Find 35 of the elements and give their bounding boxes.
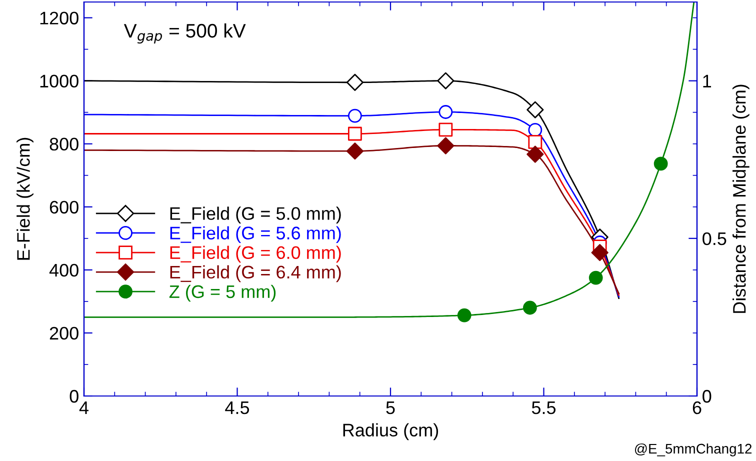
x-tick-label: 4: [79, 402, 88, 414]
point: [526, 146, 544, 163]
point: [346, 74, 364, 91]
y-tick-label: 1200: [40, 12, 78, 24]
legend-label: Z (G = 5 mm): [169, 284, 276, 302]
x-tick-label: 4.5: [225, 402, 250, 414]
point: [346, 142, 364, 160]
y2-axis-title: Distance from Midplane (cm): [732, 84, 750, 313]
point: [526, 101, 544, 118]
legend-label: E_Field (G = 6.0 mm): [170, 246, 341, 263]
x-tick-label: 5: [386, 402, 395, 414]
annotation: V$_{gap}$ = 500 kV: [124, 23, 246, 44]
legend-label: E_Field (G = 6.4 mm): [170, 265, 341, 282]
y-tick-label: 200: [50, 326, 78, 340]
legend-label: E_Field (G = 5.0 mm): [170, 206, 341, 224]
y-tick-label: 1000: [40, 74, 78, 88]
point: [437, 137, 454, 154]
y2-tick-label: 0: [702, 390, 712, 403]
point: [438, 122, 453, 137]
point: [348, 126, 362, 141]
y-tick-label: 600: [50, 200, 78, 214]
y2-tick-label: 1: [703, 74, 712, 88]
point: [591, 244, 608, 262]
x-tick-label: 6: [692, 401, 702, 414]
y-axis-title: E-Field (kV/cm): [16, 138, 34, 260]
x-tick-label: 5.5: [532, 402, 556, 414]
y-tick-label: 0: [70, 390, 78, 403]
point: [528, 135, 542, 149]
text: @E_5mmChang12: [634, 443, 752, 456]
legend-label: E_Field (G = 5.6 mm): [170, 226, 341, 244]
y-tick-label: 400: [49, 264, 78, 277]
x-axis-title: Radius (cm): [343, 423, 438, 440]
y-tick-label: 800: [50, 138, 78, 151]
point: [437, 72, 454, 90]
y2-tick-label: 0.5: [702, 232, 726, 246]
